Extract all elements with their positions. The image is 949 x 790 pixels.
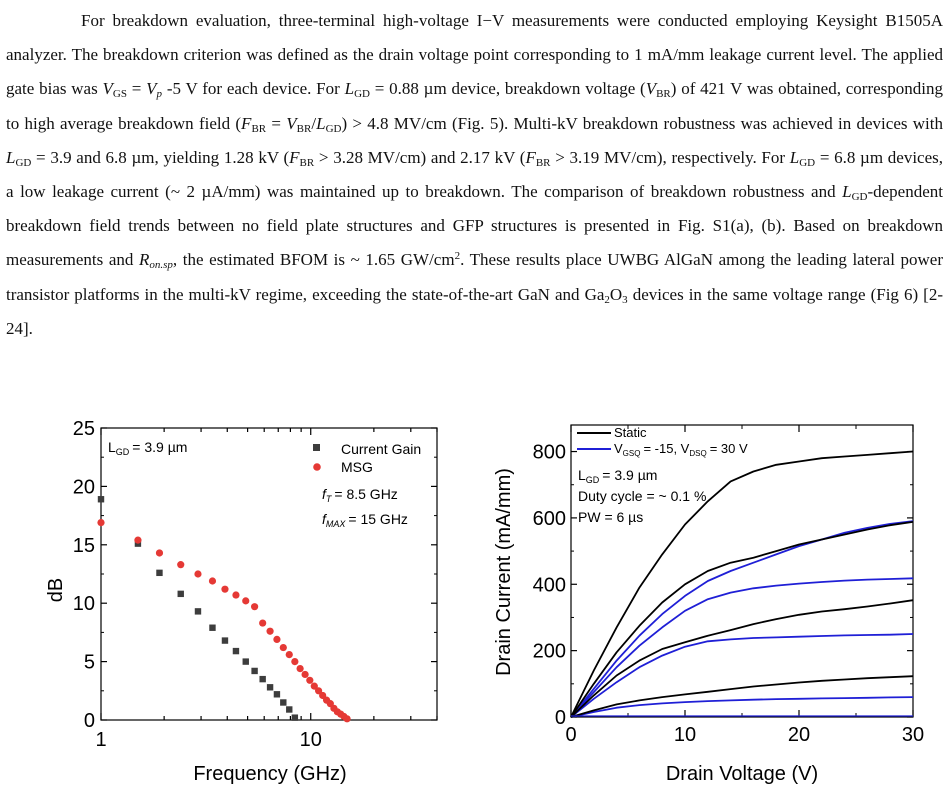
pulsed-curve-3 — [570, 696, 914, 718]
msg-point — [314, 687, 323, 695]
msg-point — [310, 682, 318, 690]
rf-plot-frame — [100, 427, 438, 721]
pulsed-curve-1 — [570, 577, 914, 718]
iv-x-axis-label: Drain Voltage (V) — [666, 763, 818, 785]
msg-point — [343, 715, 351, 723]
msg-point — [97, 519, 105, 527]
current-gain-point — [156, 569, 163, 577]
rf-y-tick-label: 5 — [84, 652, 95, 674]
rf-y-tick-label: 25 — [73, 418, 95, 440]
iv-y-tick-label: 400 — [533, 574, 566, 596]
current-gain-point — [280, 699, 287, 706]
msg-point — [285, 650, 293, 659]
iv-x-tick-label: 30 — [902, 724, 924, 746]
legend-current-gain-marker — [313, 444, 320, 451]
iv-y-tick-label: 600 — [533, 508, 566, 530]
pulsed-curve-0 — [570, 520, 914, 718]
msg-point — [273, 635, 281, 644]
legend-current-gain-label: Current Gain — [341, 441, 421, 457]
msg-point — [208, 577, 217, 585]
current-gain-point — [242, 658, 249, 665]
current-gain-point — [232, 647, 240, 655]
current-gain-point — [286, 706, 293, 713]
msg-point — [291, 658, 299, 666]
static-curve-0 — [570, 450, 914, 718]
legend-msg-marker — [313, 463, 321, 471]
current-gain-point — [97, 496, 105, 503]
iv-annotation-duty: Duty cycle = ~ 0.1 % — [578, 488, 706, 504]
iv-annotation-lgd: LGD = 3.9 µm — [578, 467, 657, 485]
current-gain-point — [266, 684, 274, 691]
msg-point — [221, 585, 229, 593]
rf-y-tick-label: 20 — [73, 476, 95, 498]
msg-point — [296, 665, 304, 673]
iv-x-tick-label: 20 — [788, 724, 810, 746]
current-gain-point — [273, 691, 281, 698]
body-paragraph: For breakdown evaluation, three-terminal… — [6, 11, 944, 338]
rf-gain-chart: 0 5 10 15 20 25 1 10 Frequency (GHz) dB LGD = 3.… — [45, 418, 438, 785]
msg-point — [301, 670, 309, 679]
legend-static-label: Static — [614, 425, 647, 440]
iv-x-tick-label: 10 — [674, 724, 696, 746]
static-curve-3 — [570, 675, 914, 718]
current-gain-point — [194, 608, 202, 615]
current-gain-point — [221, 637, 229, 644]
rf-y-tick-label: 15 — [73, 535, 95, 557]
rf-y-tick-label: 10 — [73, 593, 95, 615]
current-gain-point — [291, 714, 299, 721]
iv-x-tick-label: 0 — [565, 724, 576, 746]
rf-y-tick-label: 0 — [84, 710, 95, 732]
current-gain-point — [209, 624, 216, 631]
iv-y-axis-label: Drain Current (mA/mm) — [493, 468, 515, 676]
legend-msg-label: MSG — [341, 459, 373, 475]
rf-x-tick-label: 1 — [95, 729, 106, 751]
static-curve-1 — [570, 521, 914, 718]
static-curve-2 — [570, 599, 914, 718]
rf-y-axis-label: dB — [45, 578, 67, 602]
msg-point — [279, 643, 287, 652]
iv-y-tick-label: 800 — [533, 442, 566, 464]
iv-y-tick-label: 200 — [533, 641, 566, 663]
msg-point — [266, 627, 274, 635]
msg-point — [194, 570, 202, 578]
msg-point — [232, 591, 240, 599]
current-gain-point — [259, 675, 266, 683]
iv-annotation-pw: PW = 6 µs — [578, 509, 643, 525]
rf-annotation-lgd: LGD = 3.9 µm — [108, 439, 187, 457]
msg-point — [242, 597, 250, 605]
current-gain-point — [177, 590, 184, 598]
iv-output-chart: 0 200 400 600 800 0 10 20 30 Drain Voltage (V) D… — [493, 424, 924, 785]
current-gain-point — [251, 667, 258, 675]
msg-point — [177, 561, 185, 569]
rf-annotation-fmax: fMAX = 15 GHz — [322, 511, 408, 529]
msg-point — [155, 549, 164, 557]
rf-x-axis-label: Frequency (GHz) — [193, 763, 346, 785]
legend-pulsed-label: VGSQ = -15, VDSQ = 30 V — [614, 441, 748, 458]
rf-annotation-ft: fT = 8.5 GHz — [322, 486, 398, 504]
pulsed-curve-2 — [570, 633, 914, 718]
msg-point — [134, 536, 142, 544]
msg-point — [306, 676, 314, 684]
rf-x-tick-label: 10 — [300, 729, 322, 751]
iv-y-tick-label: 0 — [555, 707, 566, 729]
msg-point — [259, 619, 267, 627]
msg-point — [251, 603, 259, 611]
